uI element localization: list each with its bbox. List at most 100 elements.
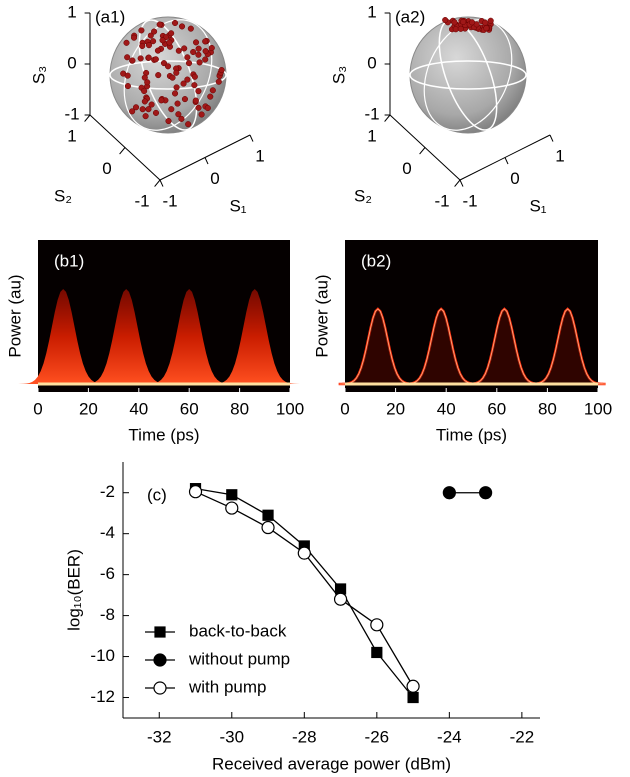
tick-label: 1 bbox=[555, 146, 564, 165]
state-point bbox=[132, 104, 140, 111]
legend-marker bbox=[154, 626, 166, 638]
state-point bbox=[187, 25, 194, 32]
state-point bbox=[184, 76, 191, 83]
x-axis-label: Time (ps) bbox=[436, 425, 507, 444]
y-axis-label: log₁₀(BER) bbox=[64, 549, 83, 631]
tick-mark bbox=[204, 157, 209, 165]
state-point bbox=[192, 39, 200, 46]
x-tick-label: 60 bbox=[180, 399, 199, 418]
state-point bbox=[207, 93, 214, 100]
marker bbox=[334, 583, 347, 595]
state-point bbox=[151, 28, 158, 35]
state-point bbox=[178, 23, 186, 30]
x-tick-label: 80 bbox=[230, 399, 249, 418]
x-tick-label: 0 bbox=[340, 399, 349, 418]
state-point bbox=[178, 115, 185, 122]
y-tick-label: -10 bbox=[90, 646, 115, 665]
state-point bbox=[144, 79, 151, 86]
state-point bbox=[208, 44, 215, 52]
tick-mark bbox=[384, 114, 391, 122]
state-point bbox=[152, 56, 159, 63]
state-point bbox=[457, 25, 464, 32]
x-tick-label: 20 bbox=[386, 399, 405, 418]
pulse bbox=[81, 289, 172, 384]
state-point bbox=[138, 27, 145, 34]
state-point bbox=[124, 54, 131, 61]
x-tick-label: 60 bbox=[487, 399, 506, 418]
state-point bbox=[152, 109, 160, 116]
tick-label: -1 bbox=[64, 104, 79, 123]
marker bbox=[371, 646, 383, 659]
axis-label: S₂ bbox=[54, 186, 72, 205]
state-point bbox=[155, 72, 162, 79]
state-point bbox=[218, 67, 225, 74]
state-point bbox=[139, 42, 146, 50]
state-point bbox=[171, 19, 179, 27]
state-point bbox=[451, 19, 458, 26]
state-point bbox=[166, 39, 173, 46]
state-point bbox=[185, 60, 193, 67]
tick-label: 0 bbox=[367, 53, 376, 72]
state-point bbox=[164, 63, 172, 70]
legend-label: with pump bbox=[188, 677, 266, 696]
state-point bbox=[141, 88, 148, 95]
axis-label: S₁ bbox=[229, 196, 246, 215]
tick-label: -1 bbox=[364, 104, 379, 123]
marker bbox=[225, 501, 239, 515]
pulse bbox=[144, 289, 235, 384]
x-tick-label: -32 bbox=[147, 727, 172, 746]
meridian bbox=[409, 60, 527, 90]
panel-label: (a2) bbox=[395, 7, 425, 26]
x-axis-label: Received average power (dBm) bbox=[212, 754, 451, 773]
state-point bbox=[190, 48, 197, 56]
x-axis-label: Time (ps) bbox=[128, 425, 199, 444]
x-tick-label: -26 bbox=[365, 727, 390, 746]
state-point bbox=[145, 42, 153, 49]
axis-label: S₃ bbox=[329, 66, 348, 84]
tick-mark bbox=[459, 179, 464, 187]
y-tick-label: -6 bbox=[100, 564, 115, 583]
meridian bbox=[109, 60, 227, 90]
tick-label: -1 bbox=[134, 191, 149, 210]
legend-marker bbox=[153, 653, 167, 667]
state-point bbox=[202, 56, 209, 63]
state-point bbox=[180, 80, 187, 87]
axis-label: S₃ bbox=[29, 66, 48, 84]
legend-label: back-to-back bbox=[189, 621, 287, 640]
tick-label: 0 bbox=[67, 53, 76, 72]
state-point bbox=[148, 101, 155, 108]
marker bbox=[407, 691, 419, 704]
state-point bbox=[204, 105, 211, 112]
tick-mark bbox=[249, 134, 254, 142]
tick-label: 0 bbox=[510, 169, 519, 188]
state-point bbox=[168, 30, 175, 37]
state-point bbox=[192, 97, 199, 104]
state-point bbox=[139, 106, 146, 113]
state-point bbox=[469, 19, 476, 26]
state-point bbox=[202, 38, 209, 45]
marker bbox=[406, 679, 420, 693]
state-point bbox=[460, 18, 467, 25]
tick-label: 1 bbox=[67, 126, 76, 145]
state-point bbox=[195, 88, 202, 95]
state-point bbox=[175, 47, 182, 54]
state-point bbox=[142, 113, 149, 120]
state-point bbox=[173, 69, 180, 76]
state-point bbox=[141, 98, 148, 105]
panel-label: (b2) bbox=[361, 251, 391, 270]
state-point bbox=[185, 121, 192, 128]
panel-label: (a1) bbox=[95, 7, 125, 26]
sphere bbox=[409, 16, 527, 134]
state-point bbox=[124, 83, 131, 90]
tick-label: 0 bbox=[210, 169, 219, 188]
tick-label: 1 bbox=[255, 146, 264, 165]
marker bbox=[188, 485, 203, 499]
y-axis-label: Power (au) bbox=[5, 274, 24, 357]
tick-label: -1 bbox=[434, 191, 449, 210]
state-point bbox=[130, 34, 138, 41]
marker bbox=[479, 486, 493, 500]
marker bbox=[370, 618, 384, 632]
tick-mark bbox=[549, 134, 554, 142]
state-point bbox=[483, 25, 490, 32]
